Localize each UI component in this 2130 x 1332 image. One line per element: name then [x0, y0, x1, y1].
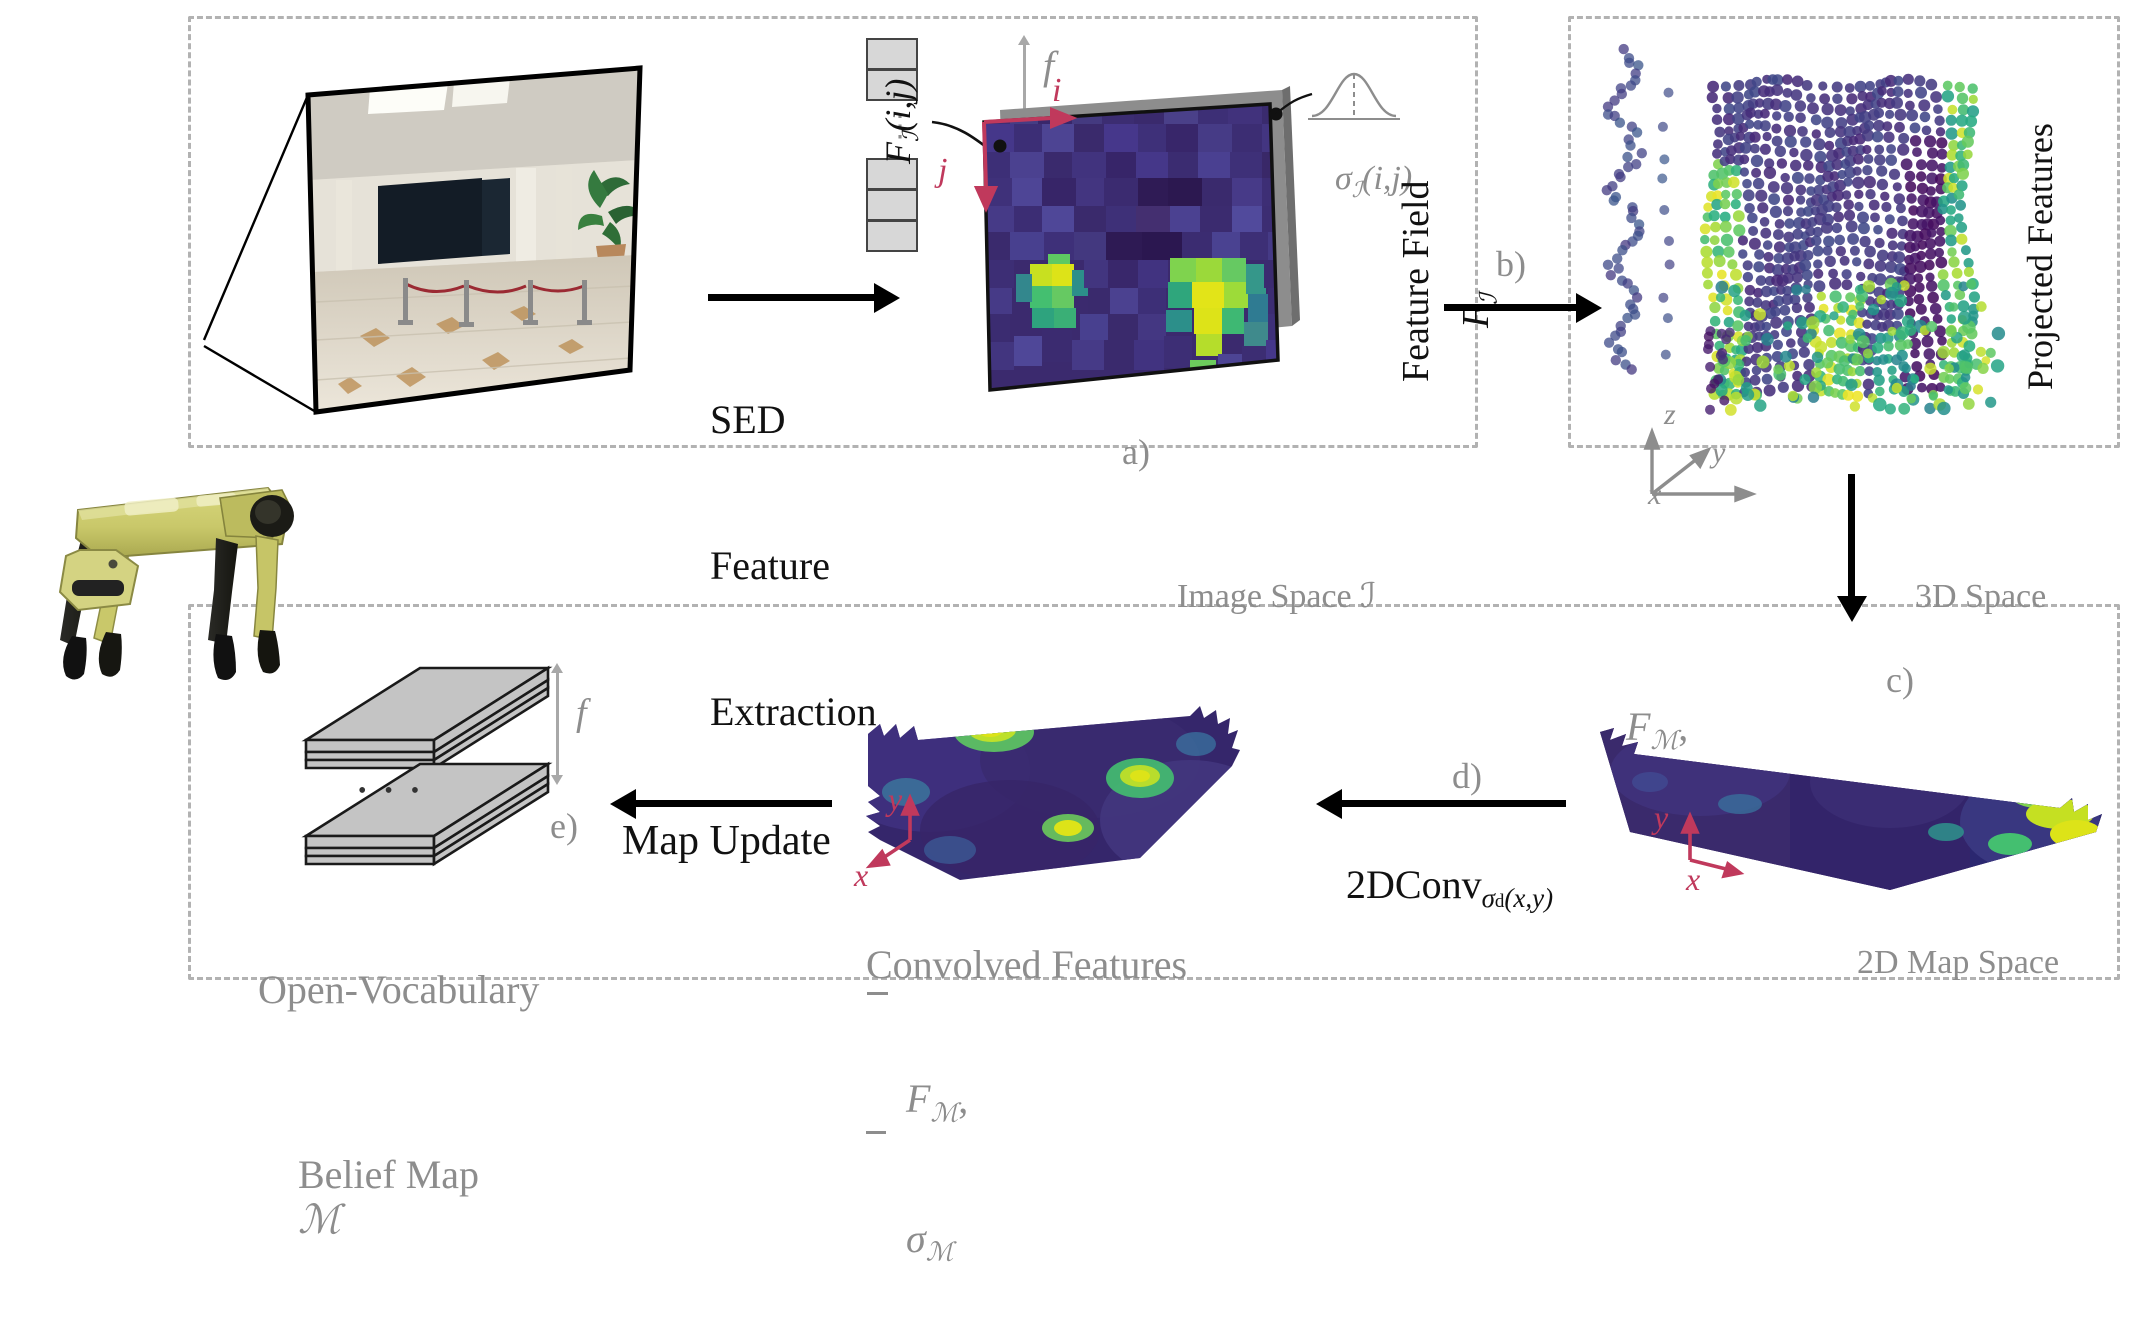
convolved-axis-label-y: y — [888, 781, 903, 817]
convolved-features-caption: Convolved Features Fℳ, σℳ — [866, 941, 1188, 1267]
axis-label-y: y — [1712, 436, 1726, 469]
sed-arrow-label: SED Feature Extraction — [710, 396, 877, 735]
axis-triad-3d — [1636, 398, 1766, 503]
panel-2d-map-space — [188, 604, 2120, 980]
panel-label-image-space: Image Space ℐ — [1177, 578, 1377, 616]
panel-label-3d-space: 3D Space — [1915, 578, 2047, 616]
conv-arrow-label: 2DConvσd(x,y) — [1346, 861, 1554, 913]
belief-map-dim-line — [551, 663, 563, 785]
axis-label-x: x — [1648, 478, 1662, 511]
feature-field-axis-j-label: j — [938, 152, 948, 189]
feature-cell-top-2 — [866, 69, 918, 101]
belief-map-caption: Open-Vocabulary Belief Map ℳ — [258, 966, 540, 1242]
stage-label-e: e) — [550, 806, 578, 846]
feature-field-heatmap — [960, 78, 1320, 398]
map-axis-label-y: y — [1654, 799, 1669, 835]
feature-cell-bottom-3 — [866, 220, 918, 252]
stage-label-d: d) — [1452, 756, 1482, 796]
stage-label-c: c) — [1886, 660, 1914, 700]
quadruped-robot — [20, 440, 340, 690]
map-update-label: Map Update — [622, 818, 831, 864]
panel-image-space — [188, 16, 1478, 448]
belief-map-ellipsis: • • • — [358, 778, 426, 804]
map-axis-label-x: x — [1686, 861, 1701, 897]
belief-map-slabs — [248, 648, 598, 918]
panel-3d-space — [1568, 16, 2120, 448]
stage-label-b: b) — [1496, 244, 1526, 284]
sigma-image-label: σℐ(i,j) — [1335, 160, 1413, 202]
projected-point-cloud — [1590, 30, 2030, 430]
feature-vector-stack: ⋮ — [866, 38, 1016, 252]
convolved-axis-label-x: x — [854, 857, 869, 893]
axis-label-z: z — [1664, 398, 1676, 431]
feature-field-side-symbol: Fℐ — [1454, 293, 1503, 329]
feature-vector-label: Fℐ(i,j) — [878, 78, 924, 164]
feature-dim-label: f — [1043, 43, 1055, 88]
indoor-lobby-photo — [202, 40, 730, 430]
point-cloud-side-label: Projected Features — [2020, 123, 2060, 390]
convolved-features-surface — [840, 700, 1260, 900]
feature-cell-top-1 — [866, 38, 918, 70]
stage-label-a: a) — [1122, 432, 1150, 472]
feature-vector-ellipsis: ⋮ — [885, 110, 915, 143]
feature-field-axis-i-label: i — [1052, 72, 1062, 109]
map-features-surface — [1590, 712, 2110, 902]
panel-label-2d-map-space: 2D Map Space — [1857, 944, 2060, 982]
belief-map-dim-label: f — [576, 692, 587, 734]
gaussian-curve-icon — [1308, 66, 1400, 122]
